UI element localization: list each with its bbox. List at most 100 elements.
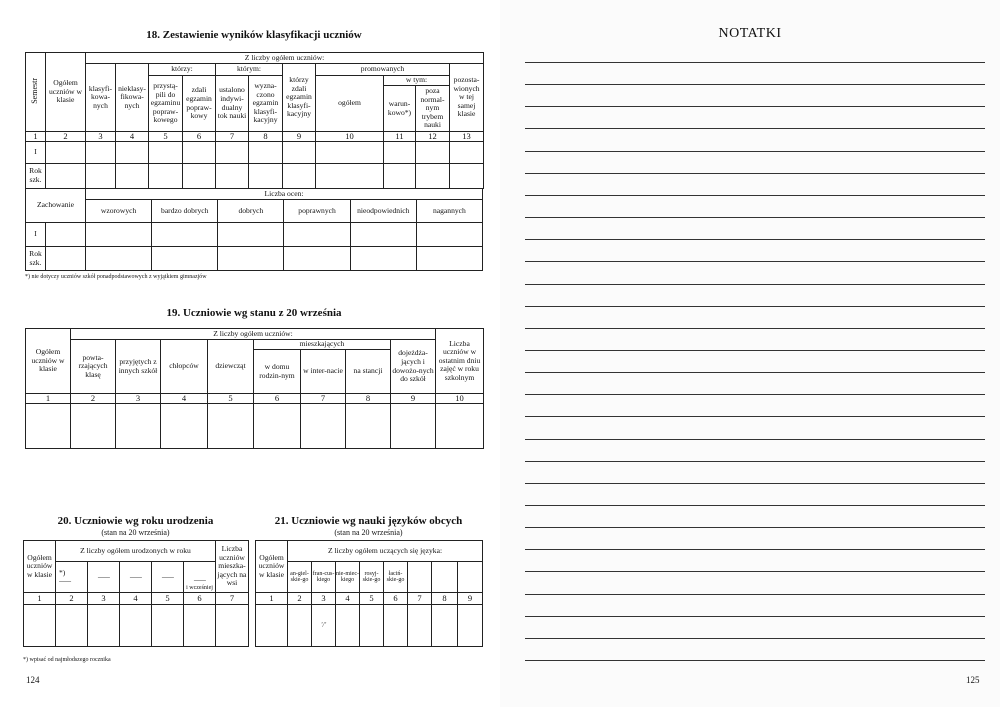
entry-cell[interactable]	[151, 222, 219, 247]
entry-cell[interactable]	[115, 403, 161, 449]
entry-cell[interactable]	[383, 604, 408, 647]
entry-cell[interactable]	[115, 163, 149, 189]
entry-cell[interactable]	[415, 141, 450, 164]
header-w-tym: w tym:	[383, 75, 450, 86]
entry-cell[interactable]	[44, 222, 87, 247]
table-row: Rok szk.	[25, 163, 485, 189]
entry-cell[interactable]	[248, 163, 283, 189]
entry-cell[interactable]	[283, 246, 351, 271]
entry-cell[interactable]	[119, 604, 152, 647]
header-ogolem: Ogółem uczniów w klasie	[45, 52, 86, 132]
header-ocena: poprawnych	[283, 199, 351, 223]
entry-cell[interactable]	[215, 163, 249, 189]
ruled-line	[525, 615, 985, 617]
entry-cell[interactable]	[383, 163, 416, 189]
entry-cell[interactable]	[45, 163, 86, 189]
classification-results-table: Semestr Ogółem uczniów w klasie Z liczby…	[25, 52, 485, 189]
entry-cell[interactable]	[300, 403, 346, 449]
entry-cell[interactable]	[85, 141, 116, 164]
ruled-line	[525, 327, 985, 329]
entry-cell[interactable]	[383, 141, 416, 164]
entry-cell[interactable]	[248, 141, 283, 164]
year-cell: ............	[151, 561, 184, 593]
entry-cell[interactable]	[85, 222, 153, 247]
entry-cell[interactable]	[431, 604, 458, 647]
entry-cell[interactable]	[282, 141, 316, 164]
page-number-right: 125	[966, 675, 980, 685]
entry-cell[interactable]	[282, 163, 316, 189]
column-number: 3	[85, 131, 116, 142]
entry-cell[interactable]	[407, 604, 432, 647]
entry-cell[interactable]	[148, 163, 183, 189]
ruled-line	[525, 62, 985, 63]
entry-cell[interactable]	[345, 403, 391, 449]
entry-cell[interactable]	[335, 604, 360, 647]
entry-cell[interactable]	[415, 163, 450, 189]
entry-cell[interactable]: '/'	[311, 604, 336, 647]
entry-cell[interactable]	[448, 141, 485, 164]
header-ktorym: którym:	[215, 63, 283, 76]
entry-cell[interactable]	[415, 222, 484, 247]
column-number: 12	[415, 131, 450, 142]
row-label: Rok szk.	[25, 163, 46, 189]
entry-cell[interactable]	[115, 141, 149, 164]
entry-cell[interactable]	[182, 141, 216, 164]
entry-cell[interactable]	[23, 604, 56, 647]
section-21-title: 21. Uczniowie wg nauki języków obcych	[274, 515, 463, 527]
year-cell: ............	[119, 561, 152, 593]
entry-cell[interactable]	[85, 163, 116, 189]
column-number: 5	[151, 592, 184, 605]
entry-cell[interactable]	[85, 246, 153, 271]
header-jezyk: an-giel-skie-go	[287, 561, 312, 593]
header-liczba-ostatni: Liczba uczniów w ostatnim dniu zajęć w r…	[435, 328, 485, 394]
column-number: 1	[23, 592, 56, 605]
column-number: 5	[148, 131, 183, 142]
entry-cell[interactable]	[349, 246, 417, 271]
header-jezyk	[407, 561, 432, 593]
column-number: 4	[115, 131, 149, 142]
ruled-line	[525, 660, 985, 662]
table-row: I	[25, 141, 485, 164]
entry-cell[interactable]	[287, 604, 312, 647]
entry-cell[interactable]	[45, 141, 86, 164]
entry-cell[interactable]	[349, 222, 417, 247]
entry-cell[interactable]	[253, 403, 301, 449]
entry-cell[interactable]	[182, 163, 216, 189]
entry-cell[interactable]	[160, 403, 208, 449]
column-number: 7	[300, 393, 346, 404]
entry-cell[interactable]	[87, 604, 120, 647]
entry-cell[interactable]	[283, 222, 351, 247]
entry-cell[interactable]	[217, 246, 285, 271]
entry-cell[interactable]	[25, 403, 71, 449]
entry-cell[interactable]	[217, 222, 285, 247]
column-numbers-row: 1 2 3 4 5 6 7 8 9 10 11 12 13	[25, 131, 485, 142]
entry-cell[interactable]	[148, 141, 183, 164]
entry-cell[interactable]	[70, 403, 116, 449]
entry-cell[interactable]	[435, 403, 485, 449]
entry-cell[interactable]	[44, 246, 87, 271]
header-przystapili: przystą-pili do egzaminu popraw-kowego	[148, 75, 183, 132]
entry-cell[interactable]	[255, 604, 288, 647]
entry-cell[interactable]	[456, 604, 484, 647]
entry-cell[interactable]	[359, 604, 384, 647]
ruled-line	[525, 416, 985, 418]
column-number: 1	[25, 131, 46, 142]
column-number: 4	[160, 393, 208, 404]
entry-cell[interactable]	[315, 141, 384, 164]
ruled-line	[525, 394, 985, 396]
entry-cell[interactable]	[215, 604, 249, 647]
entry-cell[interactable]	[415, 246, 484, 271]
entry-cell[interactable]	[389, 403, 437, 449]
entry-cell[interactable]	[315, 163, 384, 189]
entry-cell[interactable]	[151, 604, 184, 647]
entry-cell[interactable]	[215, 141, 249, 164]
entry-cell[interactable]	[207, 403, 254, 449]
entry-cell[interactable]	[448, 163, 485, 189]
column-number: 9	[456, 592, 484, 605]
entry-cell[interactable]	[55, 604, 88, 647]
header-poza-trybem: poza normal-nym trybem nauki	[415, 85, 450, 132]
students-by-state-table: Ogółem uczniów w klasie Z liczby ogółem …	[25, 328, 485, 449]
entry-cell[interactable]	[183, 604, 216, 647]
entry-cell[interactable]	[151, 246, 219, 271]
